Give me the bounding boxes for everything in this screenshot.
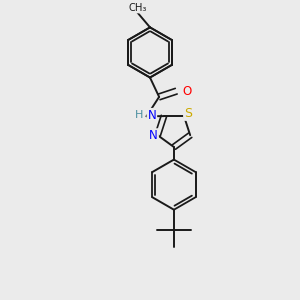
Text: H: H — [135, 110, 143, 120]
Text: O: O — [182, 85, 191, 98]
Text: N: N — [149, 129, 158, 142]
Text: S: S — [184, 107, 192, 120]
Text: CH₃: CH₃ — [128, 2, 147, 13]
Text: N: N — [148, 109, 156, 122]
